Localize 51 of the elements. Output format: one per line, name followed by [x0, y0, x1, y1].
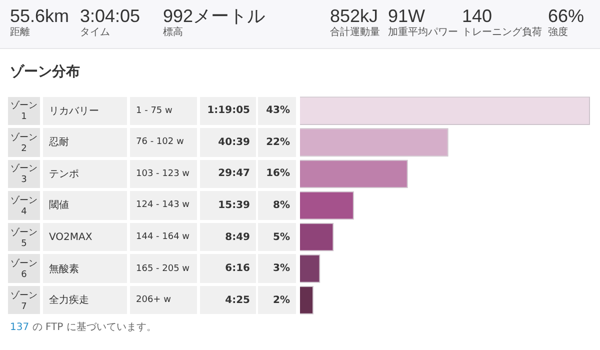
text: 3:04:05: [80, 5, 140, 27]
text: 4:25: [200, 286, 256, 314]
text: 距離: [10, 27, 31, 39]
text: 1 - 75 w: [130, 96, 197, 126]
y-tick-label: ゾーン 2: [8, 128, 40, 157]
data-label: 8%: [258, 191, 296, 220]
text: 206+ w: [130, 286, 197, 314]
data-label: 22%: [258, 128, 296, 157]
text: テンポ: [43, 160, 127, 188]
text: 144 - 164 w: [130, 222, 197, 252]
text: 加重平均パワー: [388, 27, 458, 39]
text: 標高: [163, 27, 184, 39]
text: 29:47: [200, 160, 256, 188]
text: トレーニング負荷: [462, 27, 542, 39]
text: 103 - 123 w: [130, 160, 197, 188]
data-label: 2%: [258, 286, 296, 314]
text: ゾーン分布: [10, 63, 80, 81]
y-tick-label: ゾーン 1: [8, 96, 40, 126]
text: 忍耐: [43, 128, 127, 157]
y-tick-label: ゾーン 5: [8, 222, 40, 252]
text: 165 - 205 w: [130, 254, 197, 283]
text: 40:39: [200, 128, 256, 157]
y-tick-label: ゾーン 3: [8, 160, 40, 188]
text: 閾値: [43, 191, 127, 220]
text: 76 - 102 w: [130, 128, 197, 157]
y-tick-label: ゾーン 6: [8, 254, 40, 283]
text: 1:19:05: [200, 96, 256, 126]
text: 992メートル: [163, 5, 266, 26]
text: 55.6km: [10, 5, 70, 27]
data-label: 3%: [258, 254, 296, 283]
text: 全力疾走: [43, 286, 127, 314]
text: 852kJ: [330, 5, 380, 26]
text: 無酸素: [43, 254, 127, 283]
text: 8:49: [200, 222, 256, 252]
text: 91W: [388, 5, 426, 26]
text: 124 - 143 w: [130, 191, 197, 220]
text: 15:39: [200, 191, 256, 220]
text: 66%: [548, 5, 584, 26]
text: タイム: [80, 27, 111, 39]
text: 6:16: [200, 254, 256, 283]
y-tick-label: ゾーン 4: [8, 191, 40, 220]
text: 合計運動量: [330, 27, 380, 39]
data-label: 5%: [258, 222, 296, 252]
y-tick-label: ゾーン 7: [8, 286, 40, 314]
text: リカバリー: [43, 96, 127, 126]
text: 強度: [548, 27, 569, 39]
text: 140: [462, 5, 494, 27]
text: 137 の FTP に基づいています。: [10, 320, 156, 334]
data-label: 43%: [258, 96, 296, 126]
data-label: 16%: [258, 160, 296, 188]
text: VO2MAX: [43, 222, 127, 252]
